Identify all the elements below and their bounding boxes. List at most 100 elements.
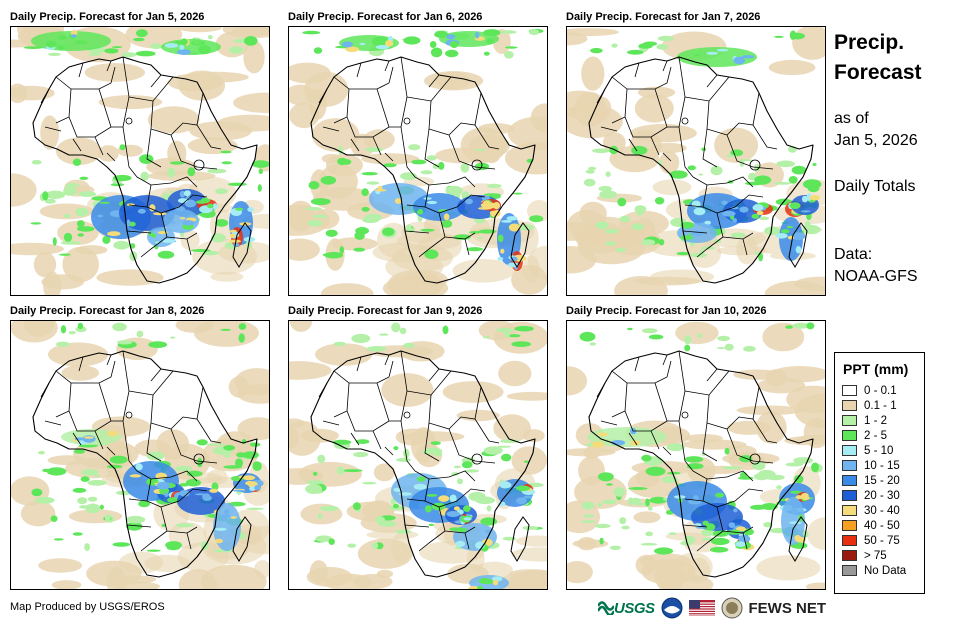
rain-cell (254, 484, 261, 491)
lake-victoria (749, 159, 761, 171)
rain-cell (97, 214, 104, 218)
forecast-map (288, 26, 548, 296)
light-rain-area (40, 115, 60, 150)
country-border (384, 446, 394, 456)
moderate-rain-area (342, 469, 363, 473)
rain-cell (463, 517, 472, 521)
light-rain-area (762, 322, 805, 352)
country-border (384, 152, 394, 162)
moderate-rain-area (758, 216, 770, 221)
country-border (406, 498, 426, 502)
moderate-rain-area (361, 188, 369, 197)
moderate-rain-area (161, 523, 166, 527)
light-rain-area (504, 142, 547, 175)
legend-swatch (842, 445, 857, 456)
rain-cell (157, 231, 168, 235)
country-border (140, 530, 168, 552)
moderate-rain-area (126, 521, 143, 531)
moderate-rain-area (594, 523, 611, 529)
moderate-rain-area (133, 37, 145, 42)
country-border (428, 100, 450, 136)
moderate-rain-area (325, 229, 338, 237)
moderate-rain-area (251, 160, 269, 168)
country-border (682, 524, 708, 528)
legend-swatch (842, 565, 857, 576)
moderate-rain-area (432, 163, 439, 169)
light-rain-area (194, 321, 259, 347)
country-border (418, 236, 446, 258)
moderate-rain-area (645, 498, 650, 507)
moderate-rain-area (84, 543, 91, 552)
rain-cell (730, 206, 739, 210)
moderate-rain-area (474, 217, 486, 224)
light-rain-area (301, 428, 339, 443)
lake-chad (403, 411, 411, 419)
rain-cell (801, 195, 809, 203)
light-rain-area (614, 276, 668, 295)
rain-cell (107, 231, 121, 237)
moderate-rain-area (87, 53, 102, 56)
rain-cell (201, 199, 206, 202)
light-rain-area (11, 83, 28, 104)
legend-item: 50 - 75 (842, 533, 924, 548)
moderate-rain-area (426, 155, 437, 161)
moderate-rain-area (453, 465, 461, 469)
light-rain-area (442, 381, 504, 403)
moderate-rain-area (135, 50, 156, 57)
country-border (424, 422, 440, 462)
moderate-rain-area (393, 446, 399, 451)
moderate-rain-area (72, 487, 87, 493)
moderate-rain-area (113, 240, 130, 250)
light-rain-area (65, 457, 123, 479)
light-rain-area (96, 269, 164, 286)
africa-coastline (588, 56, 814, 284)
country-border (474, 460, 496, 464)
light-rain-area (579, 201, 607, 226)
moderate-rain-area (627, 327, 633, 331)
rain-cell (164, 43, 179, 48)
moderate-rain-area (460, 163, 470, 173)
rain-cell (463, 505, 471, 512)
country-border (611, 370, 628, 418)
moderate-rain-area (59, 253, 71, 256)
lake-victoria (193, 159, 205, 171)
rain-cell (705, 523, 716, 531)
legend-item: 5 - 10 (842, 443, 924, 458)
moderate-rain-area (484, 446, 503, 455)
moderate-rain-area (689, 253, 708, 258)
rain-cell (215, 527, 227, 531)
legend-label: > 75 (864, 549, 887, 562)
country-border (128, 204, 148, 208)
moderate-rain-area (504, 51, 514, 59)
moderate-rain-area (157, 250, 175, 259)
moderate-rain-area (242, 451, 259, 459)
country-border (140, 236, 168, 258)
light-rain-area (177, 27, 222, 33)
moderate-rain-area (252, 461, 262, 471)
country-border (78, 62, 84, 78)
moderate-rain-area (763, 522, 773, 528)
legend-item: 30 - 40 (842, 503, 924, 518)
light-rain-area (61, 365, 100, 381)
moderate-rain-area (721, 466, 742, 470)
rain-cell (57, 35, 67, 40)
moderate-rain-area (469, 231, 482, 234)
moderate-rain-area (319, 505, 339, 512)
moderate-rain-area (794, 474, 804, 484)
legend-item: No Data (842, 563, 924, 578)
moderate-rain-area (684, 456, 704, 463)
country-border (376, 88, 401, 128)
lake-chad (125, 117, 133, 125)
country-border (318, 382, 328, 398)
country-border (322, 420, 340, 426)
rain-band (31, 31, 111, 51)
light-rain-area (460, 127, 507, 163)
country-border (716, 212, 754, 240)
moderate-rain-area (580, 520, 596, 523)
rain-cell (375, 45, 390, 50)
moderate-rain-area (77, 233, 84, 237)
country-border (122, 420, 138, 472)
light-rain-area (633, 511, 661, 524)
noaa-logo-icon (661, 597, 683, 619)
moderate-rain-area (773, 182, 792, 185)
